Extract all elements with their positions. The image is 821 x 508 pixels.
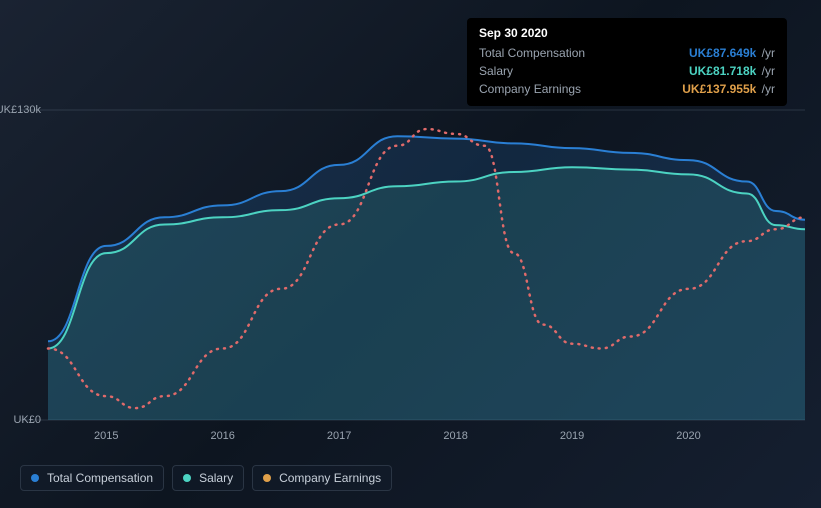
- tooltip-row-value: UK£137.955k /yr: [682, 80, 775, 98]
- legend-label: Salary: [199, 471, 233, 485]
- x-axis-label: 2018: [443, 430, 467, 442]
- tooltip-row: Salary UK£81.718k /yr: [479, 62, 775, 80]
- tooltip-row-value: UK£87.649k /yr: [689, 44, 775, 62]
- tooltip-row-label: Salary: [479, 62, 513, 80]
- tooltip-row: Total Compensation UK£87.649k /yr: [479, 44, 775, 62]
- legend-dot-icon: [183, 474, 191, 482]
- tooltip-date: Sep 30 2020: [479, 26, 775, 40]
- legend-dot-icon: [31, 474, 39, 482]
- chart-legend: Total Compensation Salary Company Earnings: [20, 465, 392, 491]
- legend-label: Company Earnings: [279, 471, 381, 485]
- legend-item[interactable]: Salary: [172, 465, 244, 491]
- legend-dot-icon: [263, 474, 271, 482]
- x-axis-label: 2015: [94, 430, 118, 442]
- tooltip-row-label: Total Compensation: [479, 44, 585, 62]
- x-axis-label: 2020: [676, 430, 700, 442]
- tooltip-row-label: Company Earnings: [479, 80, 581, 98]
- tooltip-row: Company Earnings UK£137.955k /yr: [479, 80, 775, 98]
- chart-tooltip: Sep 30 2020 Total Compensation UK£87.649k…: [467, 18, 787, 106]
- x-axis-label: 2016: [210, 430, 234, 442]
- legend-item[interactable]: Company Earnings: [252, 465, 392, 491]
- tooltip-row-value: UK£81.718k /yr: [689, 62, 775, 80]
- legend-label: Total Compensation: [47, 471, 153, 485]
- x-axis-label: 2019: [560, 430, 584, 442]
- y-axis-label: UK£130k: [0, 104, 41, 116]
- legend-item[interactable]: Total Compensation: [20, 465, 164, 491]
- x-axis-label: 2017: [327, 430, 351, 442]
- y-axis-label: UK£0: [13, 414, 41, 426]
- compensation-chart: UK£0 UK£130k 2015 2016 2017 2018 2019 2020 Sep…: [0, 0, 821, 508]
